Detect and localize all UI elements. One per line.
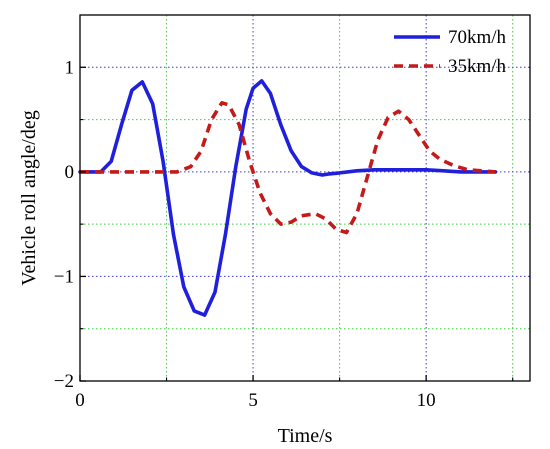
x-tick-label: 5: [248, 390, 258, 411]
series-layer: [78, 79, 498, 317]
x-axis-title: Time/s: [278, 425, 333, 447]
y-tick-label: 0: [65, 162, 75, 183]
legend: 70km/h 35km/h: [394, 27, 507, 77]
ticks: 0 5 10 −2 −1 0 1: [54, 57, 514, 411]
y-axis-title: Vehicle roll angle/deg: [18, 110, 40, 286]
legend-label-70kmh: 70km/h: [448, 27, 507, 48]
series-line-1: [80, 101, 496, 235]
y-tick-label: −1: [54, 266, 74, 287]
series-line-0: [78, 79, 498, 317]
y-tick-label: 1: [65, 57, 75, 78]
legend-label-35kmh: 35km/h: [448, 56, 507, 77]
plot-frame: [79, 14, 531, 382]
y-tick-label: −2: [54, 371, 74, 392]
x-tick-label: 0: [75, 390, 85, 411]
grid: [80, 15, 530, 381]
x-tick-label: 10: [417, 390, 436, 411]
